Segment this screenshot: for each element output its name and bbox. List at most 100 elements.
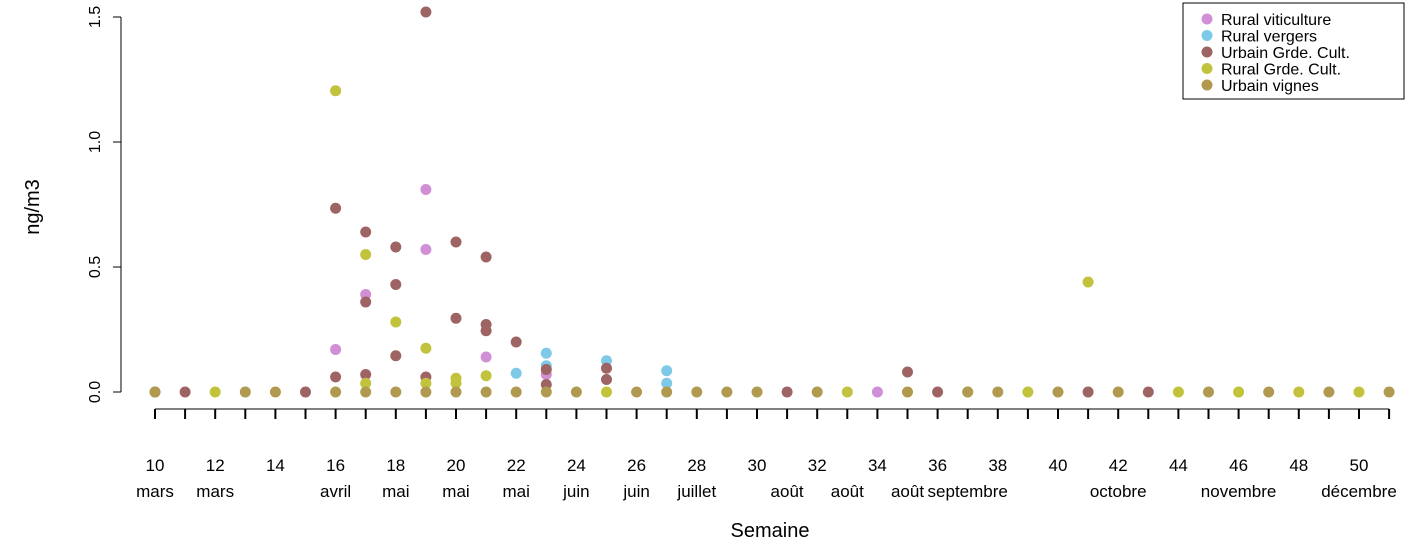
data-point: [751, 386, 763, 398]
data-point: [601, 362, 612, 374]
data-point: [450, 236, 462, 248]
x-tick-month-label: mars: [196, 482, 234, 501]
data-point: [721, 386, 733, 398]
data-point: [1142, 386, 1154, 398]
x-tick-month-label: mars: [136, 482, 174, 501]
x-tick-month-label: avril: [320, 482, 351, 501]
data-point: [480, 351, 492, 363]
data-point: [540, 347, 552, 359]
data-point: [781, 386, 793, 398]
x-tick-week-label: 16: [326, 456, 345, 475]
data-point: [480, 370, 492, 382]
data-point: [570, 386, 582, 398]
data-point: [239, 386, 251, 398]
x-tick-week-label: 32: [808, 456, 827, 475]
data-point: [480, 251, 492, 263]
data-point: [1082, 276, 1094, 288]
data-point: [420, 342, 432, 354]
data-point: [450, 386, 462, 398]
legend-label: Urbain vignes: [1221, 78, 1319, 95]
x-tick-week-label: 10: [146, 456, 165, 475]
x-tick-week-label: 48: [1289, 456, 1308, 475]
data-point: [661, 365, 673, 377]
data-point: [1172, 386, 1184, 398]
data-point: [330, 386, 342, 398]
data-point: [1052, 386, 1064, 398]
data-point: [390, 279, 402, 290]
x-tick-month-label: octobre: [1090, 482, 1147, 501]
x-tick-week-label: 22: [507, 456, 526, 475]
legend-label: Urbain Grde. Cult.: [1221, 45, 1350, 62]
x-tick-month-label: mai: [382, 482, 409, 501]
data-point: [962, 386, 974, 398]
legend-marker: [1201, 30, 1213, 41]
legend-marker: [1201, 13, 1213, 25]
x-tick-week-label: 28: [687, 456, 706, 475]
data-point: [1353, 386, 1365, 398]
x-tick-month-label: décembre: [1321, 482, 1397, 501]
data-point: [841, 386, 853, 398]
x-tick-week-label: 46: [1229, 456, 1248, 475]
x-tick-month-label: novembre: [1201, 482, 1277, 501]
data-point: [360, 386, 372, 398]
data-point: [1263, 386, 1275, 398]
data-point: [480, 325, 492, 337]
data-point: [300, 386, 311, 398]
data-point: [1383, 386, 1395, 398]
data-point: [420, 386, 432, 398]
data-point: [631, 386, 643, 398]
data-point: [450, 312, 462, 324]
y-tick-label: 1.5: [87, 6, 104, 28]
x-tick-month-label: juin: [622, 482, 649, 501]
x-axis-label: Semaine: [731, 520, 810, 542]
data-point: [390, 241, 402, 253]
data-point: [510, 386, 522, 398]
y-tick-label: 0.0: [87, 381, 104, 403]
data-point: [871, 386, 883, 398]
data-point: [330, 202, 342, 214]
data-point: [390, 316, 402, 328]
data-point: [1203, 386, 1214, 398]
data-point: [1022, 386, 1034, 398]
data-points: [149, 6, 1395, 398]
legend-label: Rural viticulture: [1221, 12, 1331, 29]
data-point: [420, 244, 432, 255]
x-tick-month-label: août: [891, 482, 924, 501]
data-point: [540, 364, 552, 375]
data-point: [932, 386, 944, 398]
x-tick-week-label: 14: [266, 456, 285, 475]
legend-label: Rural Grde. Cult.: [1221, 62, 1341, 79]
data-point: [360, 226, 372, 238]
data-point: [510, 367, 522, 379]
legend-box: [1182, 2, 1405, 100]
data-point: [149, 386, 161, 398]
data-point: [450, 377, 462, 389]
x-tick-week-label: 30: [748, 456, 767, 475]
data-point: [480, 386, 492, 398]
data-point: [360, 296, 372, 308]
x-tick-week-label: 20: [447, 456, 466, 475]
data-point: [420, 184, 432, 195]
x-tick-week-label: 26: [627, 456, 646, 475]
x-tick-month-label: août: [831, 482, 864, 501]
x-tick-week-label: 44: [1169, 456, 1188, 475]
x-tick-week-label: 24: [567, 456, 586, 475]
data-point: [510, 336, 522, 348]
x-tick-week-label: 34: [868, 456, 887, 475]
legend-marker: [1201, 63, 1213, 74]
data-point: [1112, 386, 1124, 398]
data-point: [330, 371, 342, 383]
x-tick-month-label: mai: [502, 482, 529, 501]
data-point: [420, 6, 432, 18]
x-tick-week-label: 38: [988, 456, 1007, 475]
x-tick-month-label: août: [771, 482, 804, 501]
x-tick-month-label: mai: [442, 482, 469, 501]
legend-marker: [1201, 79, 1213, 91]
legend-label: Rural vergers: [1221, 29, 1317, 46]
data-point: [992, 386, 1004, 398]
data-point: [360, 249, 372, 260]
data-point: [902, 386, 913, 398]
x-tick-week-label: 40: [1049, 456, 1068, 475]
y-tick-label: 1.0: [87, 131, 104, 153]
